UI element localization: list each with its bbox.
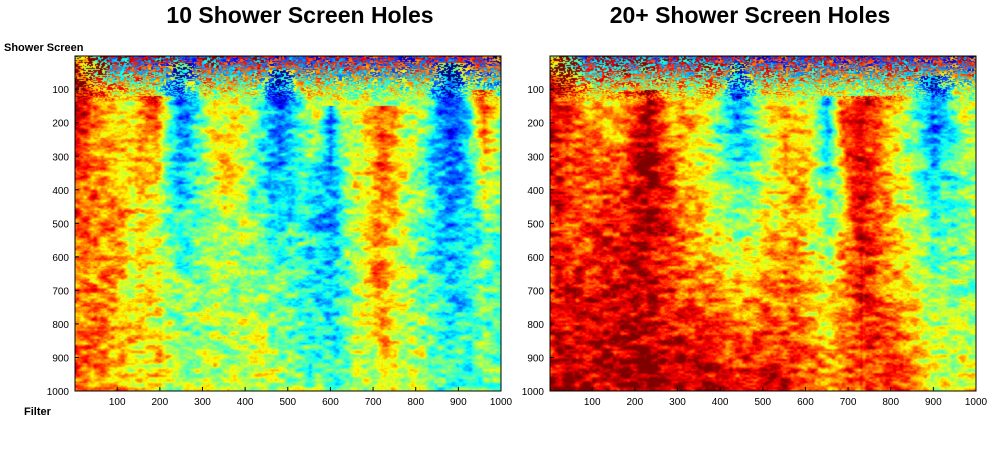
- left-x-tick-label: 400: [237, 397, 254, 408]
- left-y-tick-label: 500: [52, 219, 69, 230]
- right-y-tick-label: 100: [527, 85, 544, 96]
- right-x-tick-label: 700: [840, 397, 857, 408]
- left-y-tick-label: 300: [52, 152, 69, 163]
- left-panel-title: 10 Shower Screen Holes: [166, 2, 434, 28]
- right-y-tick-label: 500: [527, 219, 544, 230]
- left-x-tick-label: 200: [152, 397, 169, 408]
- right-y-tick-label: 400: [527, 186, 544, 197]
- right-x-tick-label: 100: [584, 397, 601, 408]
- right-y-tick-label: 700: [527, 286, 544, 297]
- left-x-tick-label: 700: [365, 397, 382, 408]
- left-y-tick-label: 200: [52, 119, 69, 130]
- right-x-tick-label: 1000: [965, 397, 988, 408]
- left-y-tick-label: 700: [52, 286, 69, 297]
- left-y-tick-label: 900: [52, 353, 69, 364]
- right-x-tick-label: 600: [797, 397, 814, 408]
- left-x-tick-label: 600: [322, 397, 339, 408]
- y-axis-label-shower-screen: Shower Screen: [4, 42, 84, 54]
- x-axis-label-filter: Filter: [24, 406, 51, 418]
- right-x-tick-label: 800: [882, 397, 899, 408]
- right-y-tick-label: 300: [527, 152, 544, 163]
- left-x-tick-label: 500: [279, 397, 296, 408]
- left-heatmap: [75, 56, 501, 391]
- left-x-tick-label: 1000: [490, 397, 513, 408]
- left-y-tick-label: 400: [52, 186, 69, 197]
- right-y-tick-label: 1000: [522, 387, 545, 398]
- right-x-tick-label: 300: [669, 397, 686, 408]
- right-y-tick-label: 800: [527, 320, 544, 331]
- left-plot-frame: [74, 55, 502, 392]
- right-heatmap: [550, 56, 976, 391]
- left-y-tick-label: 800: [52, 320, 69, 331]
- right-panel-title: 20+ Shower Screen Holes: [609, 2, 891, 28]
- left-y-tick-label: 1000: [47, 387, 70, 398]
- left-y-tick-label: 600: [52, 253, 69, 264]
- right-x-tick-label: 900: [925, 397, 942, 408]
- left-x-tick-label: 300: [194, 397, 211, 408]
- right-plot-frame: [549, 55, 977, 392]
- left-x-tick-label: 900: [450, 397, 467, 408]
- left-x-tick-label: 100: [109, 397, 126, 408]
- left-x-tick-label: 800: [407, 397, 424, 408]
- right-y-tick-label: 200: [527, 119, 544, 130]
- right-y-tick-label: 900: [527, 353, 544, 364]
- left-y-tick-label: 100: [52, 85, 69, 96]
- right-x-tick-label: 400: [712, 397, 729, 408]
- right-x-tick-label: 500: [754, 397, 771, 408]
- right-x-tick-label: 200: [627, 397, 644, 408]
- right-y-tick-label: 600: [527, 253, 544, 264]
